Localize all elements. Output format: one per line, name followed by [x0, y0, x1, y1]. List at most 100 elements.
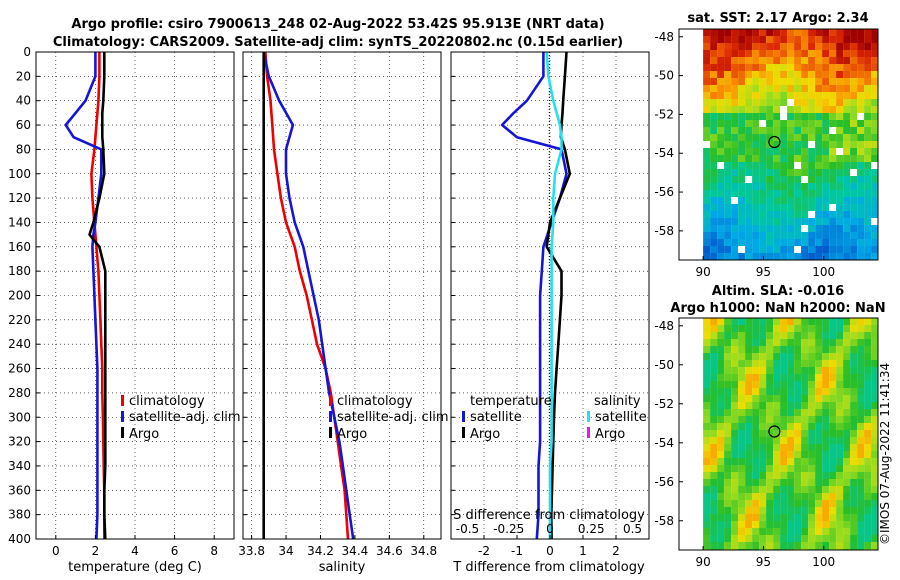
map-cell [808, 493, 816, 500]
map-cell [773, 57, 781, 64]
map-cell [822, 176, 830, 183]
map-cell [759, 232, 767, 239]
map-cell [871, 318, 878, 325]
map-cell [703, 162, 711, 169]
map-cell [836, 246, 844, 253]
map-cell [843, 239, 851, 246]
map-cell [787, 486, 795, 493]
map-cell [871, 43, 878, 50]
map-cell [836, 388, 844, 395]
map-cell [850, 141, 858, 148]
map-cell [794, 57, 802, 64]
map-cell [787, 360, 795, 367]
map-cell [787, 402, 795, 409]
map-cell [850, 535, 858, 542]
map-cell [815, 197, 823, 204]
map-cell [710, 211, 718, 218]
map-cell [731, 346, 739, 353]
map-cell [850, 472, 858, 479]
map-cell [801, 388, 809, 395]
map-cell [815, 183, 823, 190]
map-cell [808, 528, 816, 535]
map-cell [745, 78, 753, 85]
map-cell [801, 500, 809, 507]
map-cell [780, 162, 788, 169]
map-cell [752, 36, 760, 43]
map-cell [808, 451, 816, 458]
map-cell [787, 409, 795, 416]
map-cell [731, 486, 739, 493]
map-cell [794, 507, 802, 514]
map-cell [703, 507, 711, 514]
map-cell [752, 211, 760, 218]
map-cell [752, 169, 760, 176]
map-cell [794, 521, 802, 528]
map-cell [780, 458, 788, 465]
map-cell [864, 176, 872, 183]
map-cell [871, 211, 878, 218]
map-cell [822, 437, 830, 444]
map-cell [766, 57, 774, 64]
map-cell [801, 409, 809, 416]
map-cell [731, 190, 739, 197]
map-cell [850, 232, 858, 239]
map-cell [815, 232, 823, 239]
map-cell [850, 409, 858, 416]
map-cell [794, 479, 802, 486]
map-cell [850, 99, 858, 106]
map-cell [808, 127, 816, 134]
map-cell [857, 514, 865, 521]
map-cell [822, 99, 830, 106]
map-cell [801, 416, 809, 423]
map-cell [724, 430, 732, 437]
map-cell [864, 246, 872, 253]
map-cell [787, 71, 795, 78]
map-cell [843, 141, 851, 148]
map-cell [815, 246, 823, 253]
map-cell [850, 430, 858, 437]
map-cell [780, 148, 788, 155]
map-cell [738, 318, 746, 325]
map-cell [766, 458, 774, 465]
map-cell [829, 246, 837, 253]
map-cell [766, 472, 774, 479]
map-cell [808, 402, 816, 409]
map-cell [843, 197, 851, 204]
map-cell [857, 325, 865, 332]
map-cell [843, 465, 851, 472]
map-cell [780, 325, 788, 332]
map-cell [738, 197, 746, 204]
map-cell [857, 416, 865, 423]
map-cell [759, 36, 767, 43]
map-cell [850, 353, 858, 360]
map-cell [829, 218, 837, 225]
legend-swatch-s-argo [587, 427, 590, 438]
map-cell [857, 99, 865, 106]
map-cell [787, 92, 795, 99]
map-cell [801, 36, 809, 43]
map-cell [724, 162, 732, 169]
map-cell [724, 197, 732, 204]
map-cell [738, 64, 746, 71]
map-cell [808, 57, 816, 64]
legend-label-t-satellite: satellite [470, 410, 522, 425]
map-cell [738, 141, 746, 148]
map-cell [829, 430, 837, 437]
map-cell [794, 486, 802, 493]
map-cell [738, 169, 746, 176]
map-cell [857, 29, 865, 36]
x-tick-label: 33.8 [238, 544, 265, 558]
map-cell [752, 134, 760, 141]
map-cell [703, 402, 711, 409]
map-cell [724, 395, 732, 402]
map-cell [843, 514, 851, 521]
map-cell [738, 36, 746, 43]
map-cell [864, 64, 872, 71]
map-cell [703, 78, 711, 85]
map-cell [745, 535, 753, 542]
map-cell [766, 416, 774, 423]
map-cell [815, 332, 823, 339]
map-cell [752, 50, 760, 57]
map-cell [703, 395, 711, 402]
map-cell [787, 339, 795, 346]
